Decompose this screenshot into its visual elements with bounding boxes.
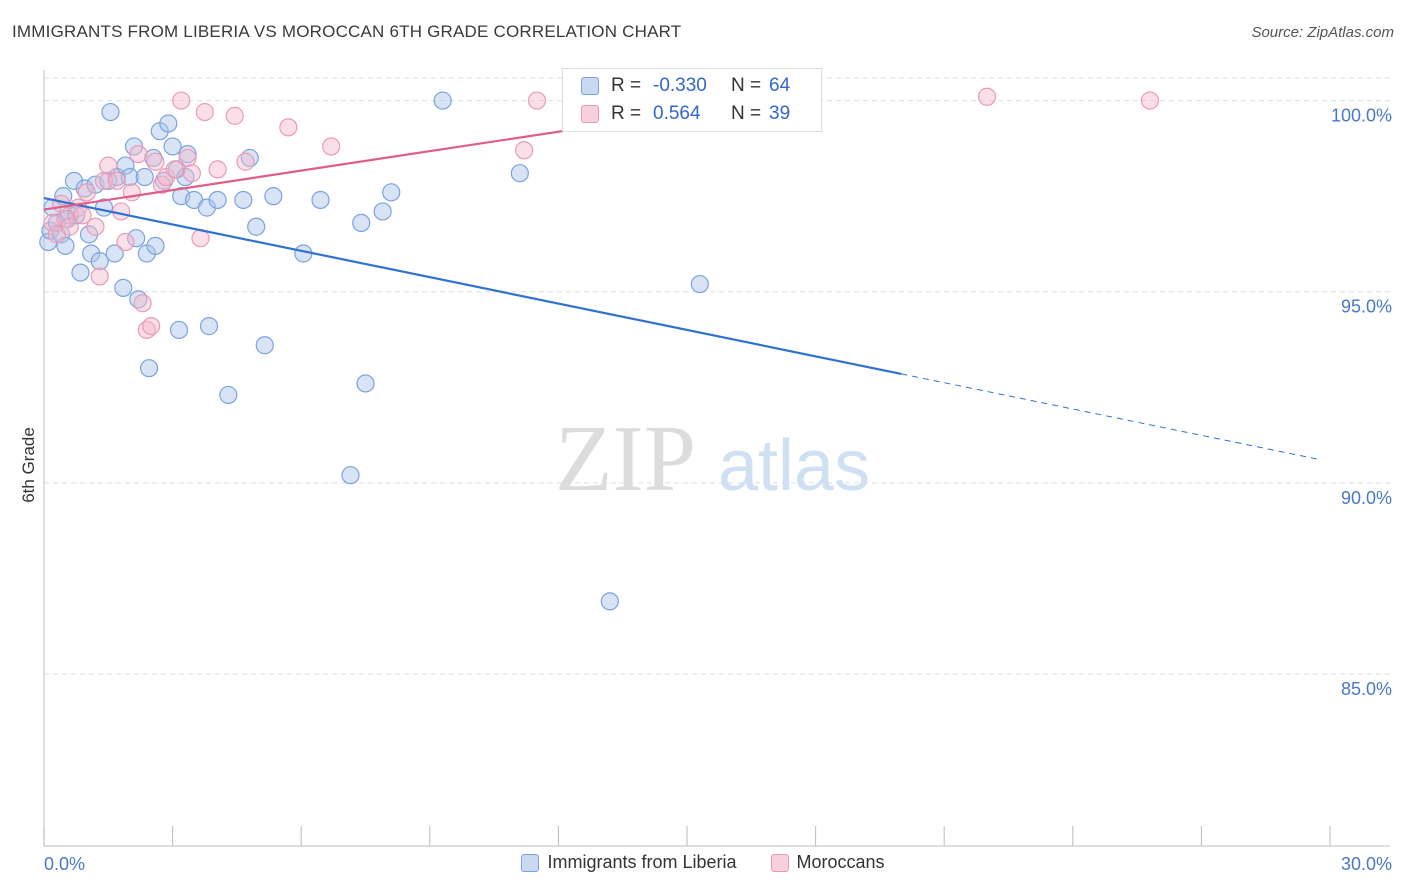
stats-n-value: 64 — [769, 75, 791, 96]
scatter-point-blue — [159, 114, 178, 133]
scatter-point-blue — [510, 164, 529, 183]
scatter-point-pink — [133, 294, 152, 313]
scatter-point-pink — [322, 137, 341, 156]
stats-r-label: R = — [611, 103, 642, 124]
scatter-point-blue — [90, 252, 109, 271]
scatter-point-pink — [527, 91, 547, 110]
legend-item-liberia[interactable]: Immigrants from Liberia — [521, 852, 737, 873]
legend-label: Immigrants from Liberia — [547, 852, 737, 872]
stats-r-label: R = — [611, 75, 642, 96]
scatter-point-blue — [71, 263, 90, 282]
scatter-point-pink — [236, 152, 255, 171]
scatter-point-blue — [146, 236, 165, 255]
scatter-point-blue — [199, 317, 219, 336]
stats-row-blue: R = -0.330 N = 64 — [581, 73, 790, 99]
points-layer — [39, 87, 1160, 611]
scatter-point-blue — [208, 190, 227, 210]
scatter-point-blue — [139, 359, 159, 378]
watermark: ZIP atlas — [555, 407, 870, 511]
scatter-point-pink — [90, 267, 109, 286]
scatter-point-blue — [600, 592, 619, 611]
scatter-point-pink — [977, 87, 997, 106]
scatter-point-pink — [182, 164, 201, 183]
scatter-point-blue — [178, 144, 197, 164]
scatter-point-blue — [101, 102, 120, 122]
legend-swatch-blue — [521, 853, 540, 872]
scatter-point-blue — [373, 202, 392, 221]
scatter-point-pink — [1140, 91, 1160, 110]
chart-legend: Immigrants from Liberia Moroccans — [0, 852, 1406, 873]
stats-n-label: N = — [731, 75, 762, 96]
scatter-point-pink — [208, 160, 227, 179]
trend-extension-blue — [901, 373, 1322, 461]
legend-swatch-pink — [770, 853, 789, 872]
scatter-point-pink — [279, 118, 298, 137]
scatter-point-blue — [433, 91, 452, 110]
tick-label-layer: 100.0% 95.0% 90.0% 85.0% 0.0% 30.0% — [44, 106, 1392, 874]
scatter-point-blue — [247, 217, 266, 236]
scatter-point-blue — [311, 190, 330, 210]
chart-title: IMMIGRANTS FROM LIBERIA VS MOROCCAN 6TH … — [12, 22, 682, 41]
x-tick-label: 0.0% — [44, 854, 85, 874]
stats-n-value: 39 — [769, 103, 791, 124]
scatter-point-pink — [515, 141, 534, 160]
y-axis-label: 6th Grade — [19, 427, 38, 503]
scatter-point-pink — [146, 152, 165, 171]
stats-swatch-blue — [581, 77, 599, 95]
scatter-point-blue — [114, 278, 133, 297]
scatter-point-pink — [112, 202, 131, 221]
scatter-point-pink — [122, 183, 141, 202]
scatter-point-pink — [86, 217, 105, 236]
stats-legend: R = -0.330 N = 64 R = 0.564 N = 39 — [562, 68, 822, 132]
trend-layer — [43, 99, 1322, 461]
scatter-point-blue — [169, 320, 189, 340]
scatter-point-blue — [163, 137, 182, 156]
scatter-point-pink — [165, 160, 184, 179]
scatter-point-pink — [142, 317, 161, 336]
scatter-point-blue — [341, 466, 360, 485]
scatter-point-blue — [255, 336, 274, 355]
scatter-point-blue — [127, 229, 146, 248]
watermark-atlas: atlas — [718, 426, 870, 506]
stats-r-value: 0.564 — [653, 103, 701, 124]
stats-row-pink: R = 0.564 N = 39 — [581, 101, 790, 127]
axis-layer — [43, 70, 1390, 847]
watermark-zip: ZIP — [555, 407, 696, 511]
scatter-point-blue — [352, 213, 371, 233]
scatter-point-pink — [225, 106, 244, 125]
scatter-point-blue — [234, 190, 253, 210]
scatter-point-pink — [172, 91, 191, 110]
scatter-point-pink — [129, 144, 148, 164]
stats-r-value: -0.330 — [653, 75, 707, 96]
scatter-point-pink — [178, 148, 197, 168]
y-tick-label: 90.0% — [1341, 488, 1392, 508]
trend-line-blue — [43, 196, 902, 375]
scatter-point-blue — [690, 274, 709, 294]
scatter-point-blue — [264, 187, 283, 206]
scatter-point-pink — [116, 232, 135, 252]
y-tick-label: 95.0% — [1341, 297, 1392, 317]
scatter-point-blue — [382, 183, 401, 202]
source-label: Source: ZipAtlas.com — [1251, 24, 1394, 41]
legend-label: Moroccans — [796, 852, 885, 872]
scatter-point-blue — [356, 374, 375, 393]
stats-n-label: N = — [731, 103, 762, 124]
legend-item-moroccans[interactable]: Moroccans — [770, 852, 885, 873]
stats-swatch-pink — [581, 105, 599, 123]
scatter-point-pink — [195, 102, 214, 122]
scatter-point-pink — [99, 156, 118, 175]
scatter-point-blue — [105, 244, 124, 263]
y-tick-label: 85.0% — [1341, 679, 1392, 699]
scatter-point-pink — [107, 171, 126, 190]
x-tick-label: 30.0% — [1341, 854, 1392, 874]
scatter-point-pink — [60, 217, 79, 236]
scatter-point-pink — [77, 183, 96, 202]
y-tick-label: 100.0% — [1331, 106, 1392, 126]
scatter-point-blue — [219, 385, 238, 405]
scatter-point-blue — [135, 167, 154, 187]
